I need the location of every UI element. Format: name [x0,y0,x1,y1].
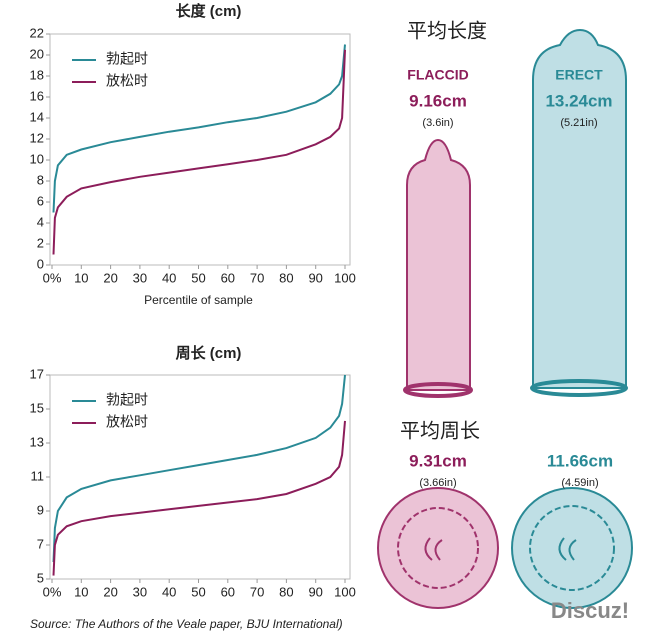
y-tick-label: 20 [30,46,44,61]
x-tick-label: 10 [74,270,88,285]
x-tick-label: 100 [334,584,356,599]
y-tick-label: 9 [37,502,44,517]
legend-label: 放松时 [106,73,148,89]
erect-length-in: (5.21in) [560,117,597,129]
erect-inner [529,505,615,591]
flaccid-length: 9.16cm [409,91,467,110]
series-line [52,49,346,255]
y-tick-label: 0 [37,256,44,271]
erect-rim [530,379,628,397]
watermark: Discuz! [551,598,629,623]
flaccid-label: FLACCID [407,67,468,83]
x-axis-label: Percentile of sample [144,293,253,307]
y-tick-label: 8 [37,172,44,187]
y-tick-label: 14 [30,109,44,124]
y-tick-label: 6 [37,193,44,208]
y-tick-label: 12 [30,130,44,145]
legend-label: 勃起时 [106,51,148,67]
y-tick-label: 13 [30,434,44,449]
x-tick-label: 30 [133,584,147,599]
erect-length: 13.24cm [545,91,612,110]
x-tick-label: 70 [250,270,264,285]
x-tick-label: 90 [308,270,322,285]
flaccid-condom [406,138,471,391]
chart-title: 周长 (cm) [176,344,242,362]
length-title: 平均长度 [407,19,487,42]
y-tick-label: 5 [37,570,44,585]
flaccid-length-in: (3.6in) [422,117,453,129]
plot-frame [49,374,351,580]
legend-label: 放松时 [106,414,148,430]
y-tick-label: 22 [30,25,44,40]
erect-girth: 11.66cm [547,451,613,470]
x-tick-label: 80 [279,584,293,599]
y-tick-label: 2 [37,235,44,250]
x-tick-label: 40 [162,584,176,599]
flaccid-tip [424,537,443,561]
y-tick-label: 15 [30,400,44,415]
x-tick-label: 50 [191,584,205,599]
x-tick-label: 60 [221,584,235,599]
chart-title: 长度 (cm) [176,2,242,20]
y-tick-label: 10 [30,151,44,166]
x-tick-label: 80 [279,270,293,285]
flaccid-girth: 9.31cm [409,451,467,470]
erect-tip [558,537,577,561]
flaccid-girth-in: (3.66in) [419,477,456,489]
series-line [52,44,346,213]
x-tick-label: 0% [43,584,62,599]
erect-label: ERECT [555,67,603,83]
flaccid-ring [377,487,499,609]
legend-label: 勃起时 [106,392,148,408]
x-tick-label: 50 [191,270,205,285]
girth-title: 平均周长 [400,419,480,442]
y-tick-label: 11 [31,468,45,483]
x-tick-label: 60 [221,270,235,285]
x-tick-label: 0% [43,270,62,285]
flaccid-inner [397,507,479,589]
erect-girth-in: (4.59in) [561,477,598,489]
source: Source: The Authors of the Veale paper, … [30,617,343,631]
y-tick-label: 17 [30,366,44,381]
y-tick-label: 7 [37,536,44,551]
y-tick-label: 18 [30,67,44,82]
erect-condom [532,28,627,389]
x-tick-label: 100 [334,270,356,285]
x-tick-label: 90 [308,584,322,599]
x-tick-label: 70 [250,584,264,599]
x-tick-label: 10 [74,584,88,599]
flaccid-rim [403,382,473,398]
y-tick-label: 4 [37,214,44,229]
series-line [52,374,346,563]
x-tick-label: 20 [103,584,117,599]
x-tick-label: 40 [162,270,176,285]
y-tick-label: 16 [30,88,44,103]
plot-frame [49,33,351,266]
x-tick-label: 30 [133,270,147,285]
x-tick-label: 20 [103,270,117,285]
series-line [52,420,346,576]
